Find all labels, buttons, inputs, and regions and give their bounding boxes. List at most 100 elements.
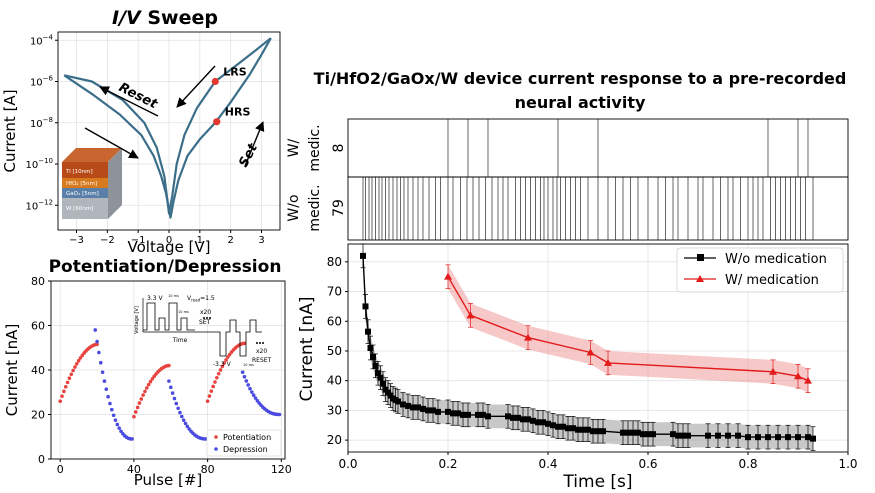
nr-x-tick-label: 0.8 xyxy=(738,457,757,471)
iv-x-tick-label: −2 xyxy=(100,235,115,246)
pd-point-potentiation xyxy=(220,364,225,369)
nr-marker-unmedicated xyxy=(560,423,566,430)
pd-point-depression xyxy=(244,379,249,383)
nr-marker-unmedicated xyxy=(680,432,686,439)
pd-point-potentiation xyxy=(137,401,142,405)
iv-state-markers: LRS HRS xyxy=(211,66,251,126)
nr-marker-unmedicated xyxy=(405,402,411,409)
pd-point-potentiation xyxy=(63,384,68,389)
nr-marker-unmedicated xyxy=(380,380,386,387)
iv-y-tick-label: 10−12 xyxy=(25,198,53,212)
pd-point-depression xyxy=(183,421,188,426)
nr-marker-unmedicated xyxy=(555,423,561,430)
pd-point-depression xyxy=(104,387,109,392)
reset-arrow-bottom xyxy=(84,127,139,159)
legend-label-unmedicated: W/o medication xyxy=(725,252,827,267)
pd-point-depression xyxy=(119,429,123,434)
iv-x-tick-label: −3 xyxy=(69,235,84,246)
nr-marker-unmedicated xyxy=(565,425,571,432)
iv-sweep-panel: I/V Sweep −3 −2 −1 0 1 2 3 10−410−610−810−1010… xyxy=(1,7,281,256)
pd-point-depression xyxy=(176,406,180,411)
iv-y-tick-label: 10−10 xyxy=(25,157,53,171)
nr-marker-unmedicated xyxy=(377,374,384,381)
iv-x-tick-label: 0 xyxy=(166,235,172,246)
pd-point-potentiation xyxy=(205,399,210,403)
nr-marker-unmedicated xyxy=(367,345,374,351)
stack-label-gaox: GaOₓ [5nm] xyxy=(66,191,99,197)
pd-y-tick-label: 80 xyxy=(31,275,45,288)
iv-y-tick-label: 10−6 xyxy=(30,75,54,89)
potdep-x-label: Pulse [#] xyxy=(134,471,203,489)
nr-marker-unmedicated xyxy=(795,434,801,441)
nr-marker-medicated xyxy=(604,358,612,366)
potdep-title: Potentiation/Depression xyxy=(49,257,282,277)
pd-point-depression xyxy=(242,374,247,379)
iv-marker-label-hrs: HRS xyxy=(225,106,251,119)
iv-x-tick-label: 2 xyxy=(227,235,233,246)
pd-point-depression xyxy=(100,370,105,375)
nr-marker-unmedicated xyxy=(600,428,606,435)
nr-marker-unmedicated xyxy=(580,426,586,433)
nr-marker-unmedicated xyxy=(570,425,576,432)
nr-marker-unmedicated xyxy=(465,411,471,418)
nr-marker-unmedicated xyxy=(635,429,641,436)
nr-marker-unmedicated xyxy=(640,431,646,438)
pd-point-potentiation xyxy=(224,358,228,362)
stack-layer-w xyxy=(62,198,108,219)
pd-point-depression xyxy=(168,385,173,390)
nr-marker-unmedicated xyxy=(520,416,526,423)
stack-layer-gaox xyxy=(62,188,108,198)
iv-y-ticks: 10−4 10−6 10−8 10−10 10−12 xyxy=(25,33,58,212)
pd-point-depression xyxy=(203,437,208,441)
raster-label-medicated-2: medic. xyxy=(307,124,323,171)
pd-point-potentiation xyxy=(135,405,140,410)
stack-top-face xyxy=(62,148,122,162)
nr-marker-unmedicated xyxy=(630,429,636,436)
set-repeat-label: x20 xyxy=(200,309,211,316)
legend-label-depression: Depression xyxy=(223,445,268,454)
pd-point-potentiation xyxy=(213,380,217,384)
nr-marker-unmedicated xyxy=(455,410,461,417)
legend-label-medicated: W/ medication xyxy=(725,273,819,288)
nr-marker-unmedicated xyxy=(550,422,556,429)
pd-point-potentiation xyxy=(211,384,215,389)
nr-marker-unmedicated xyxy=(705,432,711,439)
pd-point-depression xyxy=(97,350,101,355)
nr-y-tick-label: 60 xyxy=(327,314,342,328)
nr-y-tick-label: 20 xyxy=(327,433,342,447)
pd-point-depression xyxy=(113,418,118,422)
pd-point-potentiation xyxy=(215,375,219,380)
pulse-width-2: 10 ms xyxy=(178,310,189,314)
nr-y-tick-label: 70 xyxy=(327,285,342,299)
nr-marker-unmedicated xyxy=(425,407,431,414)
nr-marker-unmedicated xyxy=(420,405,426,412)
nr-x-tick-label: 0.0 xyxy=(338,457,357,471)
pd-point-depression xyxy=(277,412,282,417)
pd-point-potentiation xyxy=(216,371,221,376)
nr-marker-unmedicated xyxy=(805,434,811,441)
stack-layer-hfo2 xyxy=(62,178,108,188)
nr-marker-medicated xyxy=(769,367,777,375)
nr-marker-medicated xyxy=(524,333,532,341)
nr-marker-unmedicated xyxy=(650,431,656,438)
potdep-y-label: Current [nA] xyxy=(3,324,21,417)
nr-marker-unmedicated xyxy=(685,432,691,439)
nr-marker-unmedicated xyxy=(540,419,546,426)
raster-label-unmedicated-2: medic. xyxy=(307,184,323,231)
nr-y-tick-label: 80 xyxy=(327,255,342,269)
raster-label-medicated: W/ xyxy=(286,138,302,157)
iv-x-tick-label: 1 xyxy=(197,235,203,246)
nr-y-tick-label: 50 xyxy=(327,344,342,358)
pd-point-depression xyxy=(170,391,175,395)
nr-marker-unmedicated xyxy=(620,429,626,436)
pd-point-potentiation xyxy=(78,356,83,360)
pd-point-potentiation xyxy=(69,372,74,377)
set-pulse-train xyxy=(143,302,195,331)
reset-pulse-train xyxy=(215,319,262,357)
nr-marker-unmedicated xyxy=(475,411,481,418)
pd-point-potentiation xyxy=(167,363,171,368)
neural-plot-frame xyxy=(347,243,849,453)
pd-point-potentiation xyxy=(226,355,230,359)
nr-marker-unmedicated xyxy=(775,434,781,441)
nr-marker-unmedicated xyxy=(785,434,791,441)
